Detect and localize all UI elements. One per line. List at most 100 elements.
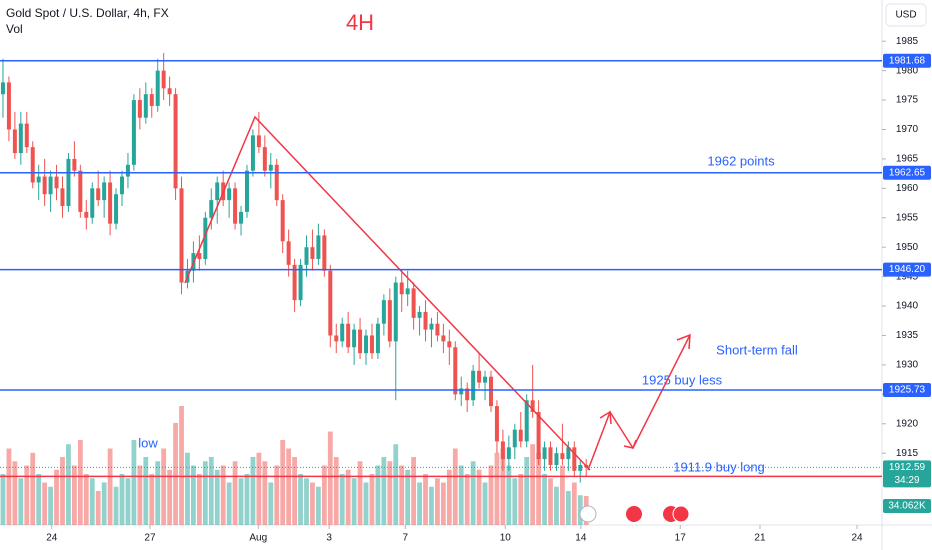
volume-bar: [298, 474, 303, 525]
event-icon[interactable]: [626, 506, 642, 522]
candle-body: [542, 447, 547, 460]
volume-bar: [185, 452, 190, 525]
x-tick-label: 3: [326, 533, 332, 544]
volume-bar: [560, 465, 565, 525]
candle-body: [244, 170, 249, 212]
volume-bar: [113, 486, 119, 525]
volume-bar: [12, 461, 18, 525]
candle-body: [30, 147, 35, 183]
candle-body: [137, 100, 142, 118]
x-tick-label: 24: [851, 533, 863, 544]
volume-bar: [399, 465, 405, 525]
candle-body: [405, 288, 410, 295]
event-icon[interactable]: [579, 505, 597, 523]
last-volume-label-badge: [883, 499, 931, 514]
event-icon[interactable]: [672, 505, 690, 523]
volume-bar: [494, 452, 500, 525]
y-tick-label: 1955: [896, 212, 919, 223]
volume-bar: [452, 448, 458, 525]
candle-body: [536, 411, 541, 460]
candle-body: [18, 123, 23, 154]
countdown-label-badge: [883, 473, 931, 488]
volume-bar: [351, 478, 357, 525]
volume-bar: [405, 469, 411, 525]
level-label-badge: [883, 262, 931, 277]
candle-body: [369, 335, 374, 354]
candle-body: [524, 400, 529, 442]
candle-body: [500, 441, 505, 460]
candle-body: [42, 176, 47, 195]
y-tick-label: 1935: [896, 330, 919, 341]
x-tick-label: 7: [403, 533, 409, 544]
volume-bar: [292, 457, 297, 525]
candle-body: [203, 217, 208, 259]
volume-bar: [196, 474, 202, 525]
volume-bar: [524, 457, 530, 525]
volume-bar: [161, 448, 167, 525]
symbol-title: Gold Spot / U.S. Dollar, 4h, FX: [6, 6, 169, 20]
candle-body: [316, 235, 321, 259]
candle-body: [560, 453, 565, 460]
annotation: 1911.9 buy long: [673, 459, 765, 474]
candle-body: [328, 270, 333, 336]
candle-body: [518, 429, 523, 442]
candle-body: [90, 188, 95, 218]
candle-body: [286, 241, 291, 265]
candle-body: [554, 453, 559, 465]
candle-body: [72, 158, 77, 171]
candle-body: [78, 170, 83, 212]
x-tick-label: 10: [500, 533, 512, 544]
candle-body: [149, 94, 154, 106]
candle-body: [179, 188, 184, 283]
candle-body: [131, 100, 136, 165]
volume-bar: [482, 482, 488, 525]
currency-label: USD: [895, 10, 916, 21]
volume-bar: [131, 440, 137, 525]
y-tick-label: 1975: [896, 95, 919, 106]
volume-bar: [357, 461, 363, 525]
volume-bar: [363, 482, 369, 525]
candle-body: [459, 388, 464, 395]
volume-bar: [536, 452, 542, 525]
volume-bar: [101, 482, 107, 525]
y-tick-label: 1945: [896, 271, 919, 282]
candle-body: [173, 94, 178, 189]
volume-bar: [381, 457, 387, 525]
countdown-label: 34:29: [894, 475, 919, 486]
volume-bar: [458, 465, 464, 525]
candle-body: [298, 264, 303, 301]
volume-bar: [214, 469, 220, 525]
candle-body: [322, 235, 327, 271]
candle-body: [453, 347, 458, 395]
candle-body: [60, 188, 65, 206]
volume-bar: [393, 444, 399, 525]
volume-bar: [6, 448, 12, 525]
candle-body: [477, 370, 482, 383]
level-label: 1925.73: [889, 385, 926, 396]
candle-body: [280, 200, 285, 242]
volume-bar: [155, 461, 161, 525]
plot: 1915192019251930193519401945195019551960…: [0, 36, 919, 544]
candle-body: [465, 388, 470, 401]
y-tick-label: 1915: [896, 448, 919, 459]
volume-bar: [274, 465, 280, 525]
candle-body: [36, 176, 41, 183]
annotation: 1962 points: [707, 153, 775, 168]
candle-body: [483, 376, 488, 383]
volume-bar: [256, 452, 262, 525]
volume-bar: [83, 474, 89, 525]
arrow-head: [599, 410, 612, 425]
candle-body: [268, 164, 273, 171]
volume-bar: [30, 452, 36, 525]
volume-bar: [333, 457, 339, 525]
currency-button[interactable]: [885, 3, 927, 27]
candle-body: [530, 400, 535, 412]
candle-body: [167, 88, 172, 95]
y-tick-label: 1980: [896, 65, 919, 76]
y-tick-label: 1920: [896, 418, 919, 429]
volume-bar: [310, 482, 315, 525]
volume-bar: [375, 465, 381, 525]
volume-bar: [36, 474, 42, 525]
candle-body: [435, 323, 440, 336]
candle-body: [197, 253, 202, 259]
